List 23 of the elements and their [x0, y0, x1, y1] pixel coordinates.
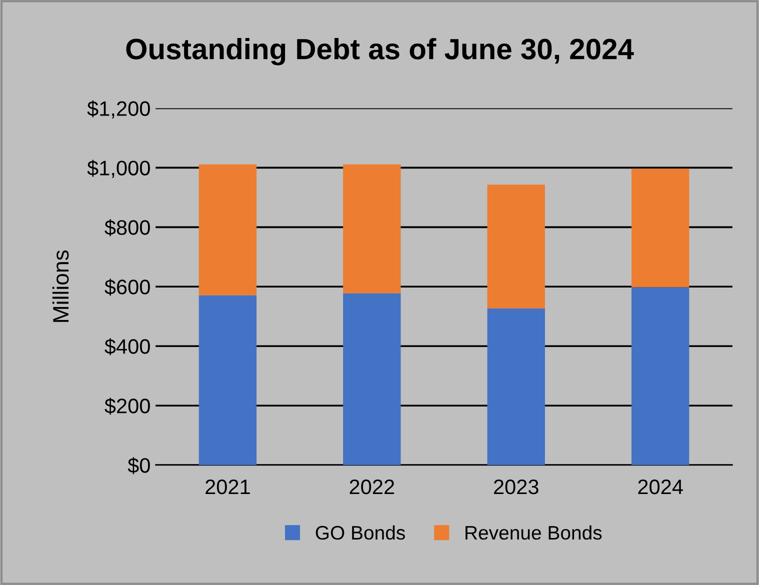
- bar: [487, 184, 545, 308]
- y-tick-label: $1,000: [87, 160, 150, 178]
- y-tick-label: $200: [104, 398, 150, 415]
- bar: [198, 164, 257, 296]
- bar: [631, 287, 690, 466]
- y-tick-label: $0: [128, 457, 150, 474]
- chart-title: Oustanding Debt as of June 30, 2024: [126, 38, 634, 66]
- x-tick-label: 2023: [494, 480, 538, 494]
- y-tick-label: $600: [104, 278, 150, 296]
- y-axis-title: Millions: [52, 250, 69, 322]
- bar: [198, 295, 257, 466]
- bar: [631, 168, 690, 288]
- y-tick-label: $400: [104, 338, 150, 356]
- bar: [343, 164, 401, 294]
- bar: [343, 293, 401, 466]
- y-tick-label: $1,200: [87, 100, 150, 118]
- legend-label: GO Bonds: [316, 525, 405, 540]
- x-tick-label: 2021: [206, 480, 250, 494]
- x-tick-label: 2024: [638, 480, 683, 494]
- y-tick-label: $800: [104, 219, 150, 236]
- x-tick-label: 2022: [350, 480, 394, 494]
- bar: [487, 308, 545, 466]
- legend-label: Revenue Bonds: [466, 525, 602, 540]
